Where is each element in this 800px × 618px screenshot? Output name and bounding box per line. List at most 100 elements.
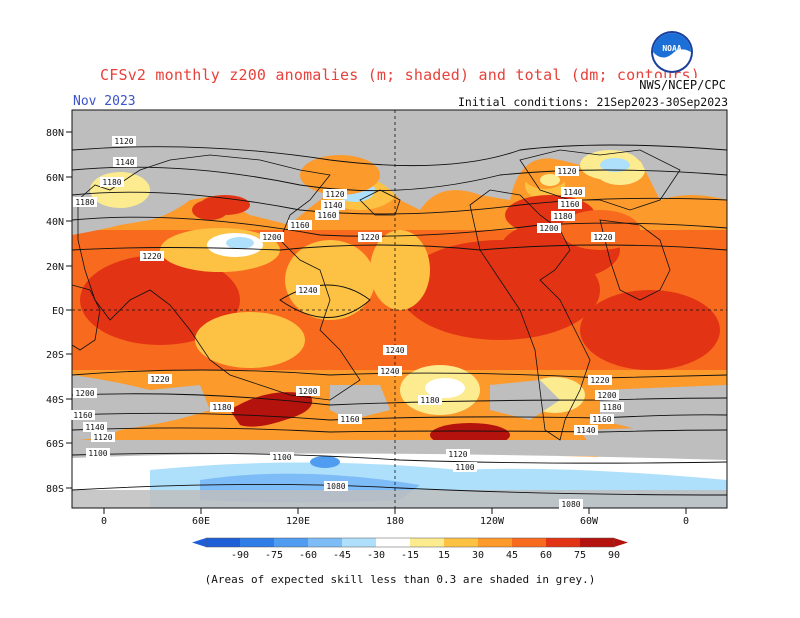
colorbar-tick-label: -75: [265, 550, 283, 561]
svg-text:1140: 1140: [115, 158, 134, 167]
contour-label: 1160: [590, 414, 614, 424]
contour-label: 1180: [73, 197, 97, 207]
colorbar-tick-label: 90: [608, 550, 620, 561]
lat-label: 20N: [46, 262, 64, 273]
lon-label: 120W: [480, 516, 505, 527]
contour-label: 1240: [296, 285, 320, 295]
colorbar-tick-label: -15: [401, 550, 419, 561]
svg-text:1220: 1220: [593, 233, 612, 242]
colorbar-swatch: [512, 538, 546, 547]
colorbar-swatch: [410, 538, 444, 547]
contour-label: 1140: [321, 200, 345, 210]
contour-label: 1160: [315, 210, 339, 220]
svg-text:1160: 1160: [592, 415, 611, 424]
svg-text:1160: 1160: [560, 200, 579, 209]
colorbar-swatch: [376, 538, 410, 547]
contour-label: 1140: [113, 157, 137, 167]
colorbar-tick-label: -90: [231, 550, 249, 561]
colorbar-swatch: [546, 538, 580, 547]
contour-label: 1160: [558, 199, 582, 209]
contour-label: 1200: [296, 386, 320, 396]
svg-text:1140: 1140: [323, 201, 342, 210]
colorbar-tick-label: -60: [299, 550, 317, 561]
contour-label: 1120: [446, 449, 470, 459]
lon-label: 0: [683, 516, 689, 527]
contour-label: 1180: [100, 177, 124, 187]
svg-text:1160: 1160: [290, 221, 309, 230]
lon-label: 0: [101, 516, 107, 527]
contour-label: 1180: [210, 402, 234, 412]
map-title: CFSv2 monthly z200 anomalies (m; shaded)…: [100, 66, 700, 84]
contour-labels: 1120114011801180120012201160112011401160…: [71, 136, 624, 509]
logo-text: NOAA: [662, 44, 681, 53]
contour-label: 1160: [71, 410, 95, 420]
colorbar-tick-label: -45: [333, 550, 351, 561]
contour-label: 1180: [551, 211, 575, 221]
contour-label: 1200: [595, 390, 619, 400]
svg-text:1220: 1220: [590, 376, 609, 385]
contour-label: 1080: [559, 499, 583, 509]
contour-label: 1100: [86, 448, 110, 458]
svg-text:1200: 1200: [597, 391, 616, 400]
lat-label: 80N: [46, 128, 64, 139]
contour-label: 1240: [378, 366, 402, 376]
contour-label: 1100: [270, 452, 294, 462]
contour-label: 1160: [338, 414, 362, 424]
svg-text:1240: 1240: [385, 346, 404, 355]
coastlines: [72, 149, 681, 441]
height-contours: [72, 144, 727, 496]
svg-text:1120: 1120: [114, 137, 133, 146]
svg-text:1160: 1160: [317, 211, 336, 220]
contour-label: 1120: [112, 136, 136, 146]
lon-label: 60E: [192, 516, 210, 527]
contour-label: 1140: [574, 425, 598, 435]
colorbar-arrow-left: [192, 538, 206, 547]
contour-label: 1220: [588, 375, 612, 385]
svg-text:1180: 1180: [75, 198, 94, 207]
colorbar-swatch: [342, 538, 376, 547]
svg-text:1180: 1180: [420, 396, 439, 405]
svg-text:1140: 1140: [576, 426, 595, 435]
colorbar-arrow-right: [614, 538, 628, 547]
svg-text:1100: 1100: [272, 453, 291, 462]
contour-label: 1180: [600, 402, 624, 412]
svg-text:1240: 1240: [380, 367, 399, 376]
svg-text:1220: 1220: [360, 233, 379, 242]
lat-label: 40S: [46, 395, 64, 406]
lat-label: 60N: [46, 173, 64, 184]
lat-label: 20S: [46, 350, 64, 361]
contour-label: 1200: [73, 388, 97, 398]
colorbar-swatch: [240, 538, 274, 547]
svg-text:1140: 1140: [563, 188, 582, 197]
svg-text:1160: 1160: [340, 415, 359, 424]
lon-label: 60W: [580, 516, 599, 527]
contour-label: 1220: [358, 232, 382, 242]
colorbar-swatch: [206, 538, 240, 547]
contour-label: 1180: [418, 395, 442, 405]
contour-label: 1120: [91, 432, 115, 442]
lat-label: EQ: [52, 306, 64, 317]
contour-label: 1240: [383, 345, 407, 355]
svg-text:1120: 1120: [448, 450, 467, 459]
svg-text:1200: 1200: [262, 233, 281, 242]
noaa-logo-icon: NOAA: [651, 31, 693, 73]
lon-label: 120E: [286, 516, 310, 527]
contour-label: 1200: [537, 223, 561, 233]
lon-label: 180: [386, 516, 404, 527]
svg-text:1200: 1200: [298, 387, 317, 396]
lat-label: 60S: [46, 439, 64, 450]
svg-text:1180: 1180: [212, 403, 231, 412]
contour-label: 1200: [260, 232, 284, 242]
svg-text:1140: 1140: [85, 423, 104, 432]
colorbar-swatch: [580, 538, 614, 547]
svg-text:1220: 1220: [142, 252, 161, 261]
contour-label: 1220: [140, 251, 164, 261]
svg-text:1100: 1100: [455, 463, 474, 472]
colorbar-tick-label: -30: [367, 550, 385, 561]
lat-label: 40N: [46, 217, 64, 228]
svg-text:1080: 1080: [561, 500, 580, 509]
contour-label: 1220: [591, 232, 615, 242]
colorbar-swatch: [444, 538, 478, 547]
contour-label: 1120: [555, 166, 579, 176]
